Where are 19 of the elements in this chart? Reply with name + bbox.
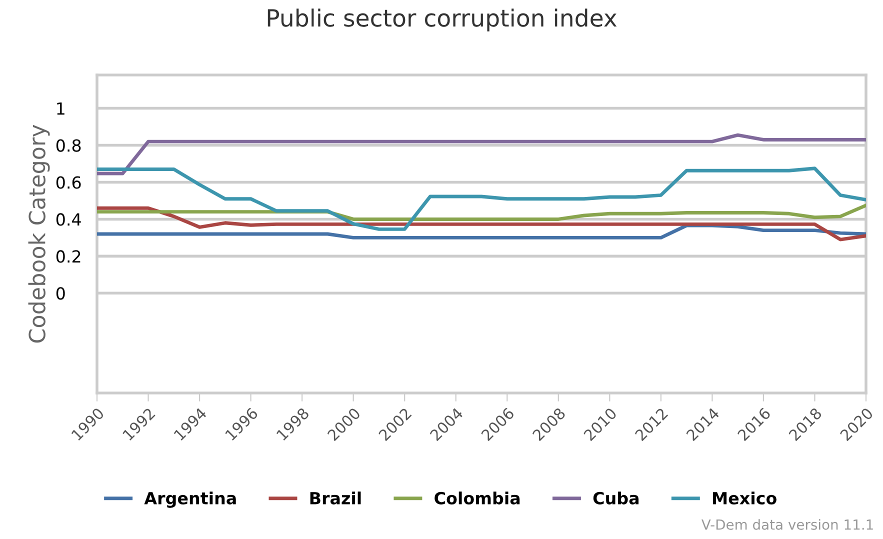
y-tick-label: 1 <box>57 102 64 115</box>
line-series <box>97 204 866 221</box>
legend-label: Colombia <box>434 492 520 504</box>
y-tick-label: 0.6 <box>56 176 81 189</box>
text: V-Dem data version 11.1 <box>701 519 873 530</box>
y-tick-label: 0 <box>56 287 65 300</box>
line-series <box>97 133 866 176</box>
legend-label: Argentina <box>144 492 236 508</box>
legend-label: Cuba <box>593 492 639 504</box>
legend-label: Brazil <box>310 492 361 504</box>
y-tick-label: 0.2 <box>56 250 80 263</box>
y-tick-label: 0.8 <box>56 139 81 152</box>
line-series <box>97 224 866 240</box>
chart-title: Public sector corruption index <box>268 8 617 32</box>
line-series <box>97 206 866 242</box>
line-series <box>97 166 866 231</box>
y-tick-label: 0.4 <box>56 213 81 226</box>
y-axis-title: Codebook Category <box>28 124 50 343</box>
legend-label: Mexico <box>713 492 776 504</box>
